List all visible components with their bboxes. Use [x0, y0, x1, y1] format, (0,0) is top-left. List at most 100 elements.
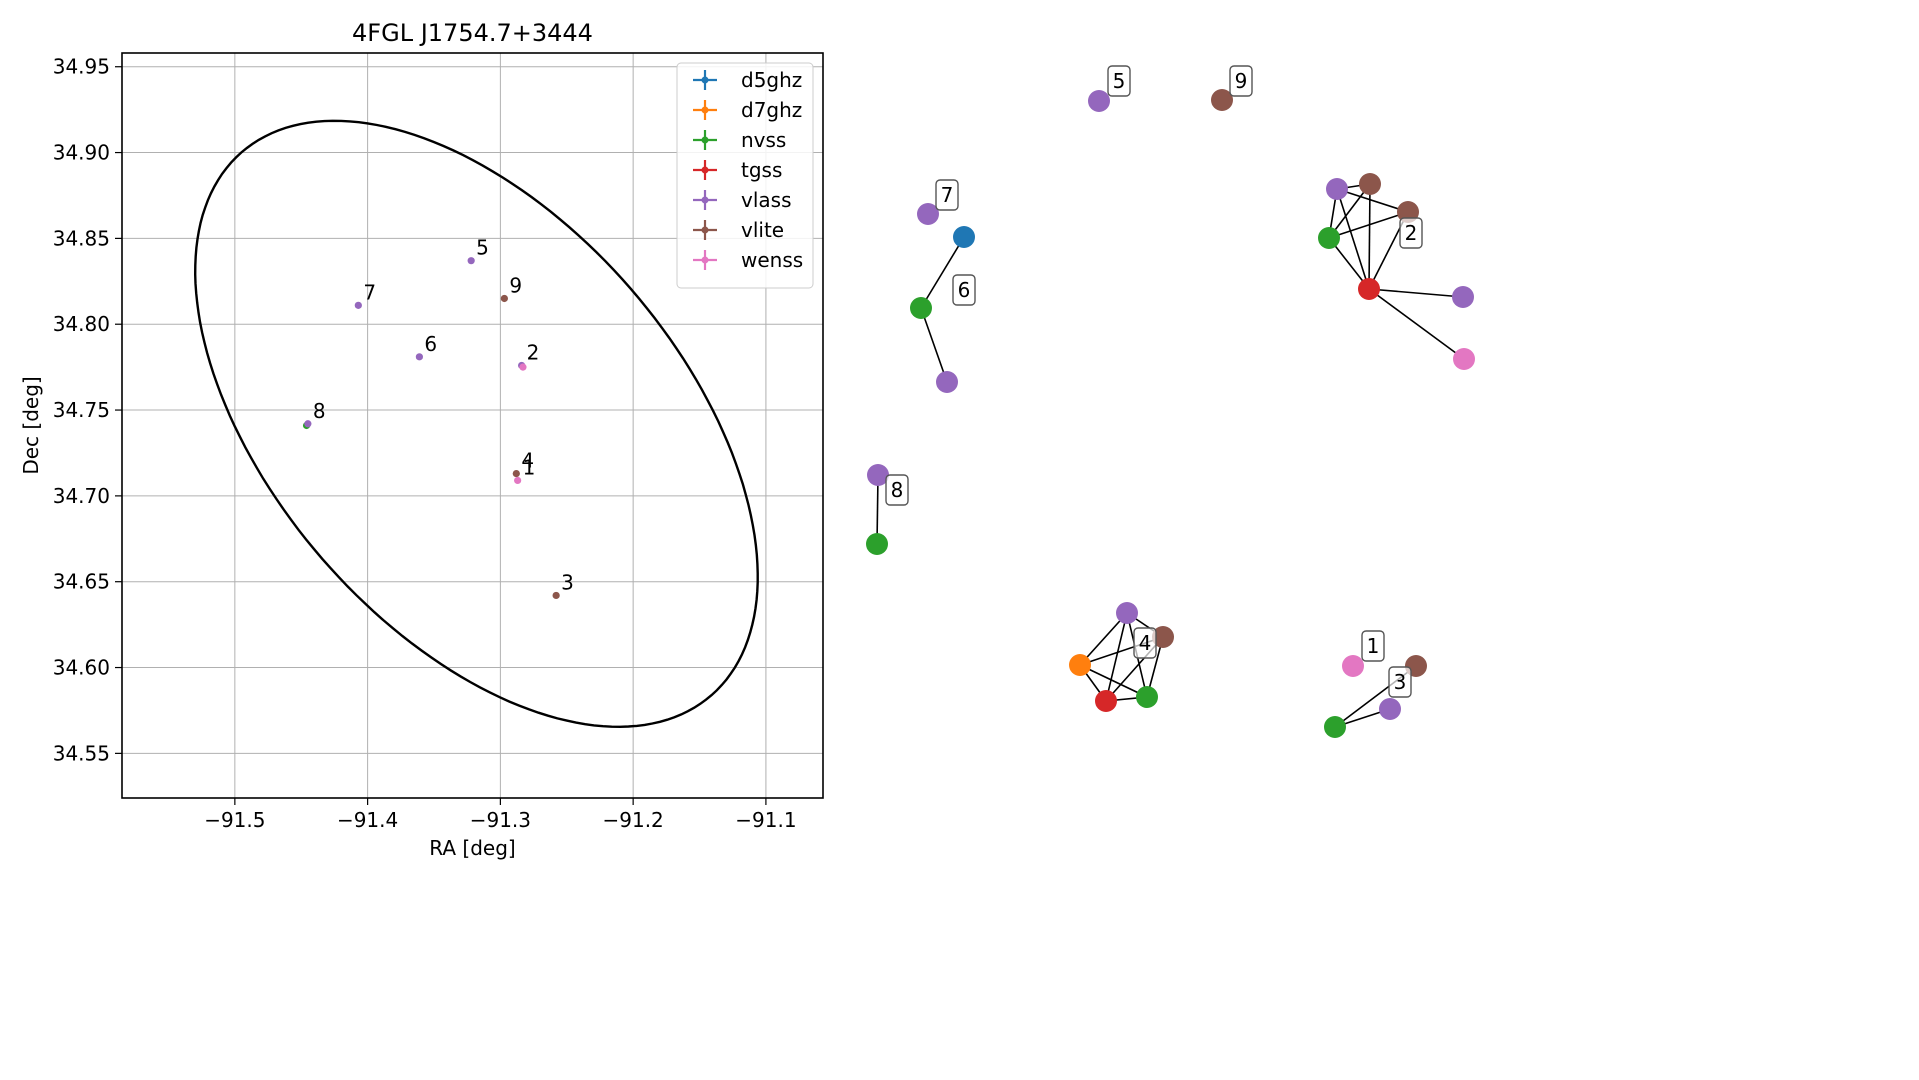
point-annotation: 2 [527, 340, 540, 364]
network-label-box [1229, 65, 1253, 97]
network-label-text: 2 [1405, 221, 1418, 245]
network-node-nvss [1324, 716, 1346, 738]
network-edge [1368, 288, 1465, 360]
network-edge [1079, 664, 1148, 698]
legend-marker-dot [701, 106, 709, 114]
y-tick-label: 34.65 [53, 570, 110, 594]
legend-marker-dot [701, 76, 709, 84]
network-label: 1 [1361, 630, 1385, 662]
network-nodes [866, 89, 1475, 738]
network-node-vlass [917, 203, 939, 225]
point-annotation: 3 [561, 570, 574, 594]
y-tick-label: 34.85 [53, 226, 110, 250]
point-vlite [500, 294, 508, 303]
network-edge [1336, 188, 1370, 290]
network-node-nvss [910, 297, 932, 319]
legend-marker-dot [701, 226, 709, 234]
legend-entry-tgss: tgss [741, 158, 782, 182]
legend-entry-wenss: wenss [741, 248, 803, 272]
chart-title: 4FGL J1754.7+3444 [352, 19, 593, 47]
network-label-text: 8 [891, 478, 904, 502]
network-node-vlass [867, 464, 889, 486]
network-panel: 5 9 7 6 2 8 4 13 [866, 65, 1475, 738]
network-edge [1328, 211, 1409, 239]
network-label: 2 [1399, 217, 1423, 249]
legend-marker-dot [701, 136, 709, 144]
network-edge [920, 236, 965, 309]
y-tick-label: 34.80 [53, 312, 110, 336]
network-label-box [1399, 217, 1423, 249]
network-label: 5 [1107, 65, 1131, 97]
network-edge [920, 307, 948, 383]
network-node-d7ghz [1069, 654, 1091, 676]
network-node-vlass [1326, 178, 1348, 200]
network-node-vlass [1379, 698, 1401, 720]
network-node-vlite [1211, 89, 1233, 111]
y-tick-label: 34.90 [53, 141, 110, 165]
network-label: 8 [885, 474, 909, 506]
network-label-text: 4 [1139, 631, 1152, 655]
network-label: 9 [1229, 65, 1253, 97]
network-label: 6 [952, 274, 976, 306]
axis-ticks: −91.5 −91.4 −91.3 −91.2 −91.1 34.55 34.60 34.65… [53, 55, 797, 832]
point-annotation: 1 [523, 455, 536, 479]
point-vlass [304, 420, 312, 428]
point-annotation: 6 [424, 332, 437, 356]
point-annotation: 5 [476, 236, 489, 260]
network-edge [1336, 188, 1409, 213]
network-node-nvss [1136, 686, 1158, 708]
network-node-nvss [866, 533, 888, 555]
legend-entry-d5ghz: d5ghz [741, 68, 802, 92]
network-node-tgss [1095, 690, 1117, 712]
network-node-vlite [1359, 173, 1381, 195]
network-edge [1105, 612, 1128, 702]
point-vlass [467, 257, 475, 265]
network-node-tgss [1358, 278, 1380, 300]
network-label-text: 3 [1394, 670, 1407, 694]
x-axis-label: RA [deg] [429, 836, 515, 860]
network-edge [1079, 612, 1128, 666]
error-ellipse [193, 119, 759, 729]
legend-marker-dot [701, 166, 709, 174]
network-node-wenss [1342, 655, 1364, 677]
y-axis-label: Dec [deg] [19, 376, 43, 474]
network-label: 7 [935, 179, 959, 211]
network-node-vlass [1452, 286, 1474, 308]
x-tick-label: −91.3 [470, 808, 531, 832]
network-labels: 5 9 7 6 2 8 4 13 [885, 65, 1423, 698]
legend-marker-dot [701, 196, 709, 204]
point-annotation: 4 [521, 449, 534, 473]
network-node-vlass [936, 371, 958, 393]
x-tick-label: −91.4 [337, 808, 398, 832]
network-node-d5ghz [953, 226, 975, 248]
y-tick-label: 34.75 [53, 398, 110, 422]
network-label: 3 [1388, 666, 1412, 698]
x-tick-label: −91.2 [602, 808, 663, 832]
network-label-text: 7 [941, 183, 954, 207]
network-node-vlass [1116, 602, 1138, 624]
network-label-text: 1 [1367, 634, 1380, 658]
network-label-box [935, 179, 959, 211]
scatter-panel: 5 7 9 6 2 8 41 3 −91.5 −91.4 −91.3 −91.2 −91.1 34.55… [19, 19, 824, 860]
point-vlite [512, 469, 520, 478]
point-vlass [415, 353, 423, 361]
point-annotation: 7 [363, 280, 376, 304]
network-label-box [1361, 630, 1385, 662]
legend-box [676, 62, 814, 289]
network-edge [1368, 183, 1371, 290]
point-wenss [514, 476, 522, 485]
legend-entry-nvss: nvss [741, 128, 786, 152]
network-label-box [952, 274, 976, 306]
network-label-text: 5 [1113, 69, 1126, 93]
axes-frame [121, 52, 824, 799]
x-tick-label: −91.1 [735, 808, 796, 832]
y-tick-label: 34.55 [53, 741, 110, 765]
y-tick-label: 34.60 [53, 656, 110, 680]
y-tick-label: 34.95 [53, 55, 110, 79]
network-label-box [885, 474, 909, 506]
network-edge [1368, 288, 1464, 298]
y-tick-label: 34.70 [53, 484, 110, 508]
ellipse-layer [193, 119, 759, 729]
network-label-box [1107, 65, 1131, 97]
